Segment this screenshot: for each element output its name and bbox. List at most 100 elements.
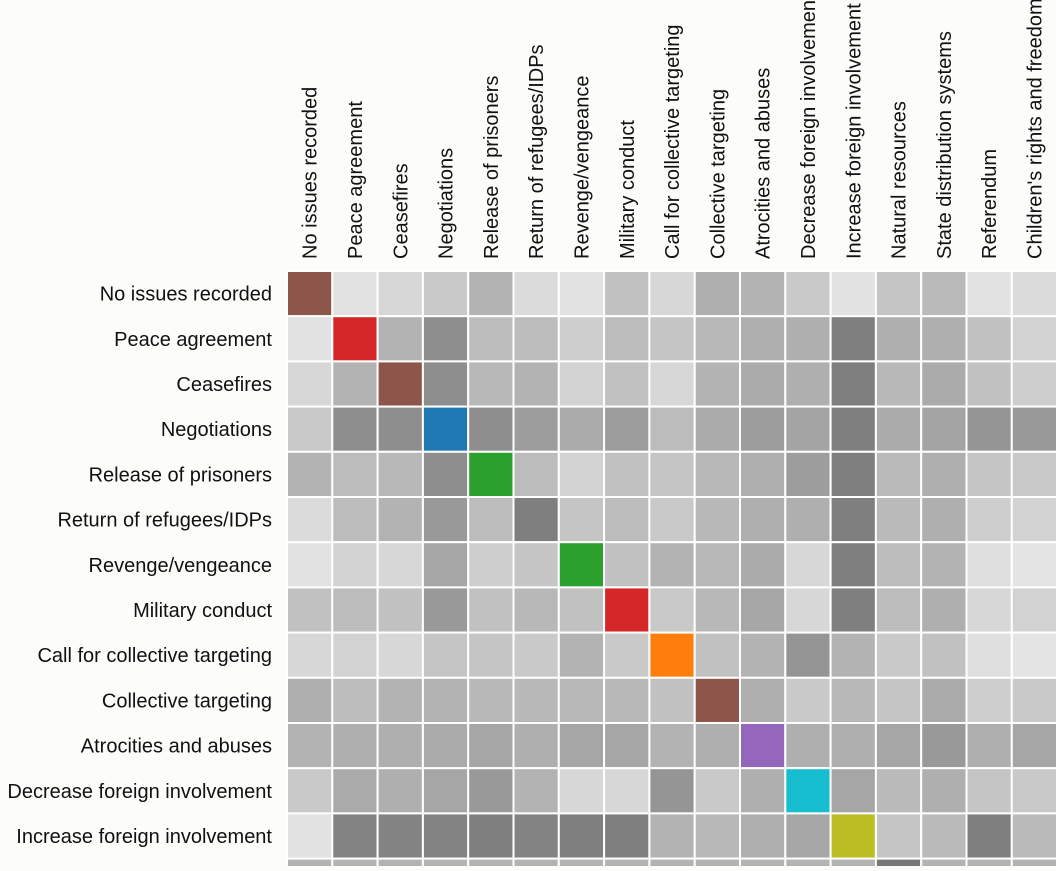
heatmap-cell <box>467 767 515 815</box>
heatmap-cell <box>286 405 334 453</box>
heatmap-cell <box>965 676 1013 724</box>
heatmap-cell <box>648 270 696 318</box>
heatmap-cell <box>512 405 560 453</box>
heatmap-cell <box>512 586 560 634</box>
row-label: Ceasefires <box>176 374 272 396</box>
heatmap-cell <box>693 541 742 589</box>
heatmap-cell <box>693 676 742 724</box>
heatmap-cell <box>467 360 515 408</box>
heatmap-cell <box>331 270 379 318</box>
heatmap-cell <box>286 767 334 815</box>
heatmap-cell <box>467 586 515 634</box>
heatmap-cell <box>376 676 424 724</box>
heatmap-cell <box>648 631 696 679</box>
heatmap-cell <box>965 360 1013 408</box>
heatmap-cell-partial <box>557 857 606 871</box>
row-label: Increase foreign involvement <box>16 826 272 848</box>
heatmap-cell <box>421 767 470 815</box>
row-label: Peace agreement <box>114 329 272 351</box>
heatmap-cell <box>467 450 515 498</box>
heatmap-cell <box>557 315 606 363</box>
heatmap-cell <box>1010 812 1056 860</box>
heatmap-cell <box>920 676 968 724</box>
heatmap-cell <box>1010 496 1056 544</box>
heatmap-cell <box>331 722 379 770</box>
heatmap-cell <box>467 541 515 589</box>
heatmap-cell-partial <box>421 857 470 871</box>
heatmap-cell <box>920 315 968 363</box>
heatmap-cell <box>874 450 923 498</box>
heatmap-cell-partial <box>829 857 877 871</box>
heatmap-cell <box>784 450 832 498</box>
heatmap-cell <box>331 315 379 363</box>
heatmap-cell <box>648 450 696 498</box>
heatmap-cell <box>512 631 560 679</box>
row-label: Decrease foreign involvement <box>7 781 272 803</box>
heatmap-cell-partial <box>376 857 424 871</box>
heatmap-cell <box>286 722 334 770</box>
heatmap-cell <box>965 270 1013 318</box>
column-label: Military conduct <box>617 120 639 259</box>
heatmap-cell <box>286 631 334 679</box>
heatmap-cell <box>557 270 606 318</box>
heatmap-cell <box>421 405 470 453</box>
row-label: Revenge/vengeance <box>89 555 272 577</box>
heatmap-cell <box>467 631 515 679</box>
heatmap-cell <box>512 270 560 318</box>
heatmap-cell <box>829 405 877 453</box>
heatmap-cell <box>331 360 379 408</box>
heatmap-cell <box>784 676 832 724</box>
row-label: Atrocities and abuses <box>81 736 272 758</box>
heatmap-cell <box>920 812 968 860</box>
heatmap-cell <box>603 541 651 589</box>
heatmap-cell <box>829 722 877 770</box>
heatmap-cell <box>557 586 606 634</box>
heatmap-cell <box>376 496 424 544</box>
heatmap-cell <box>920 270 968 318</box>
heatmap-cell <box>648 315 696 363</box>
heatmap-cell <box>648 405 696 453</box>
column-label: No issues recorded <box>300 87 322 259</box>
heatmap-cell <box>693 586 742 634</box>
heatmap-cell <box>603 360 651 408</box>
heatmap-cell-partial <box>965 857 1013 871</box>
column-label: Referendum <box>979 149 1001 259</box>
heatmap-cell <box>603 405 651 453</box>
heatmap-cell <box>648 541 696 589</box>
heatmap-cell-partial <box>603 857 651 871</box>
heatmap-cell <box>376 360 424 408</box>
heatmap-cell <box>603 767 651 815</box>
heatmap-cell <box>512 315 560 363</box>
column-label: Children's rights and freedoms <box>1024 0 1046 259</box>
heatmap-cell <box>739 631 787 679</box>
row-label: Release of prisoners <box>89 464 272 486</box>
column-label: Revenge/vengeance <box>571 76 593 259</box>
heatmap-cell <box>874 722 923 770</box>
heatmap-cell <box>331 812 379 860</box>
heatmap-cell <box>920 405 968 453</box>
heatmap-cell <box>693 812 742 860</box>
heatmap-cell <box>1010 360 1056 408</box>
heatmap-cell-partial <box>512 857 560 871</box>
heatmap-cell <box>739 541 787 589</box>
heatmap-cell <box>693 315 742 363</box>
heatmap-cell <box>376 541 424 589</box>
column-labels: No issues recorded Peace agreement Ceasefi… <box>300 0 1047 259</box>
heatmap-cell <box>512 541 560 589</box>
heatmap-cell <box>965 631 1013 679</box>
heatmap-cell <box>739 270 787 318</box>
heatmap-cell <box>784 631 832 679</box>
heatmap-cell <box>376 812 424 860</box>
heatmap-cell <box>829 360 877 408</box>
row-label: Military conduct <box>133 600 272 622</box>
heatmap-cell <box>1010 586 1056 634</box>
heatmap-cell <box>421 450 470 498</box>
heatmap-cell-partial <box>1010 857 1056 871</box>
heatmap-cell <box>421 631 470 679</box>
heatmap-cell <box>421 722 470 770</box>
heatmap-cell-partial <box>648 857 696 871</box>
heatmap-cell <box>376 586 424 634</box>
heatmap-cell <box>467 315 515 363</box>
heatmap-cell <box>829 767 877 815</box>
column-label: Decrease foreign involvement <box>798 0 820 259</box>
